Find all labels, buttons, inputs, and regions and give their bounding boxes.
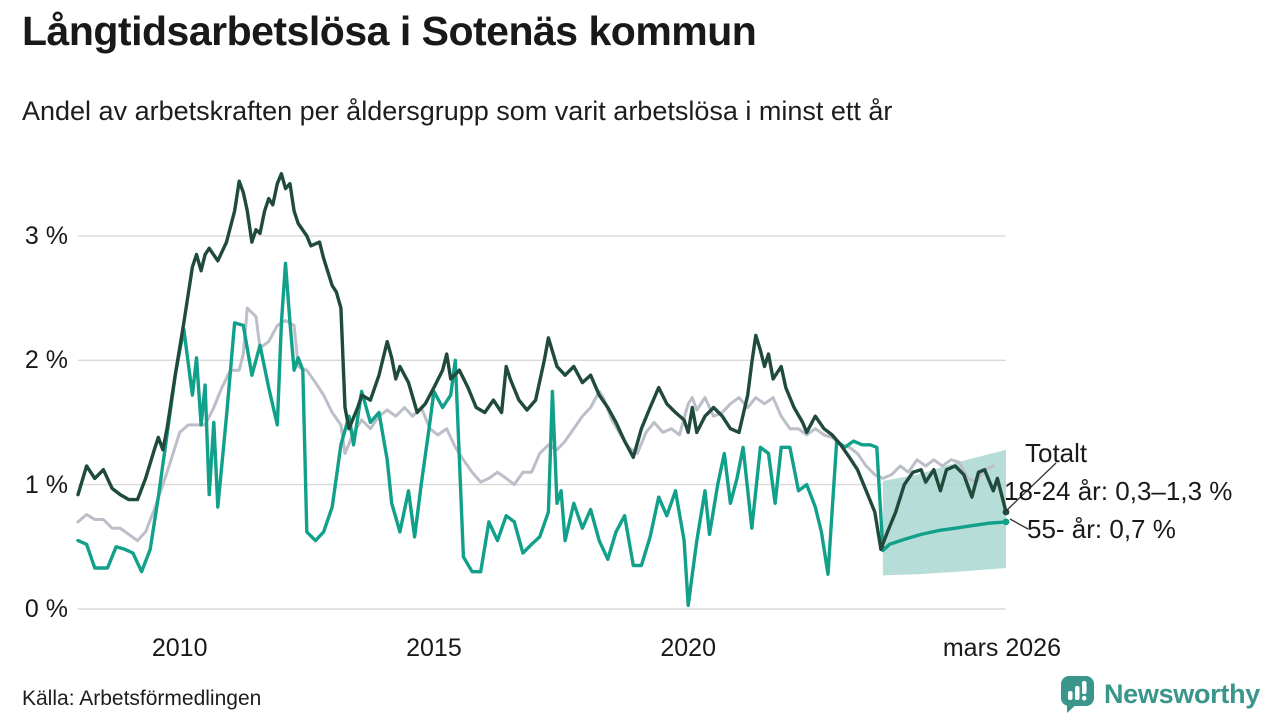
x-axis-tick-label: mars 2026 [942, 634, 1061, 662]
annotation-leader-line [1005, 462, 1057, 512]
x-axis-tick-label: 2010 [151, 634, 208, 662]
annotation-total-label: Totalt [1025, 438, 1088, 468]
newsworthy-logo: Newsworthy [1059, 674, 1260, 714]
annotation-youth-label: 18-24 år: 0,3–1,3 % [1004, 476, 1233, 506]
y-axis-tick-label: 1 % [24, 470, 68, 499]
series-end-dot-55plus [1002, 518, 1010, 526]
y-axis-tick-label: 2 % [24, 346, 68, 375]
x-axis-tick-label: 2015 [406, 634, 462, 662]
newsworthy-logo-icon [1060, 676, 1094, 713]
newsworthy-logo-text: Newsworthy [1103, 678, 1260, 709]
page-title: Långtidsarbetslösa i Sotenäs kommun [22, 8, 757, 54]
y-axis-tick-label: 3 % [24, 221, 68, 250]
series-end-dot-totalt [1002, 508, 1010, 516]
source-credit: Källa: Arbetsförmedlingen [22, 687, 262, 710]
series-line-totalt [76, 171, 1008, 551]
annotation-leader-line [1009, 518, 1029, 530]
chart-subtitle: Andel av arbetskraften per åldersgrupp s… [22, 96, 893, 126]
annotation-senior-label: 55- år: 0,7 % [1027, 514, 1176, 544]
y-axis-tick-label: 0 % [24, 595, 68, 623]
series-line-55plus [76, 261, 1008, 607]
x-axis-tick-label: 2020 [660, 634, 716, 662]
